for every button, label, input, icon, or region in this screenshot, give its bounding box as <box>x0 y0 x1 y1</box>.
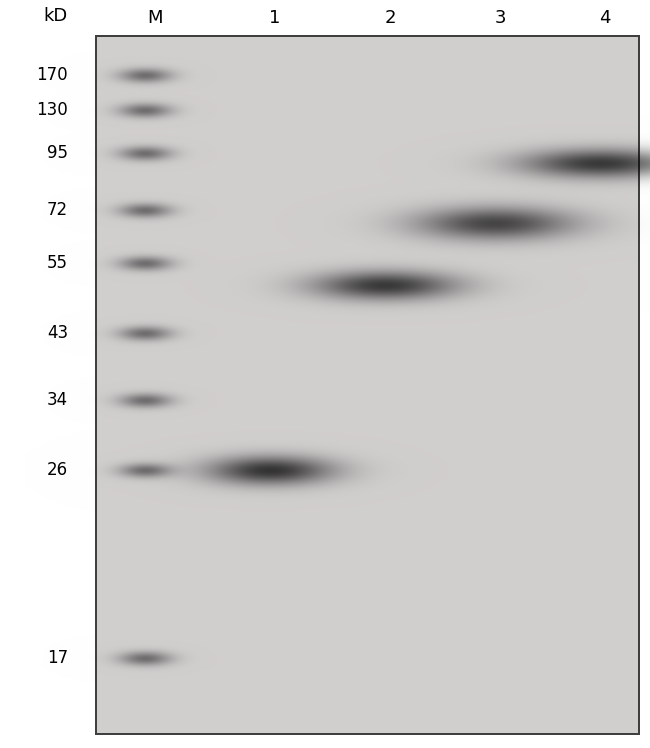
Text: 26: 26 <box>47 461 68 479</box>
Text: 1: 1 <box>269 9 281 27</box>
Text: 3: 3 <box>494 9 506 27</box>
Text: 43: 43 <box>47 324 68 342</box>
Text: 34: 34 <box>47 391 68 409</box>
Text: 130: 130 <box>36 101 68 119</box>
Text: M: M <box>148 9 162 27</box>
Text: 2: 2 <box>384 9 396 27</box>
Text: 170: 170 <box>36 66 68 84</box>
Text: kD: kD <box>44 7 68 25</box>
Text: 55: 55 <box>47 254 68 272</box>
Text: 17: 17 <box>47 649 68 667</box>
Text: 95: 95 <box>47 144 68 162</box>
Text: 4: 4 <box>599 9 611 27</box>
Text: 72: 72 <box>47 201 68 219</box>
